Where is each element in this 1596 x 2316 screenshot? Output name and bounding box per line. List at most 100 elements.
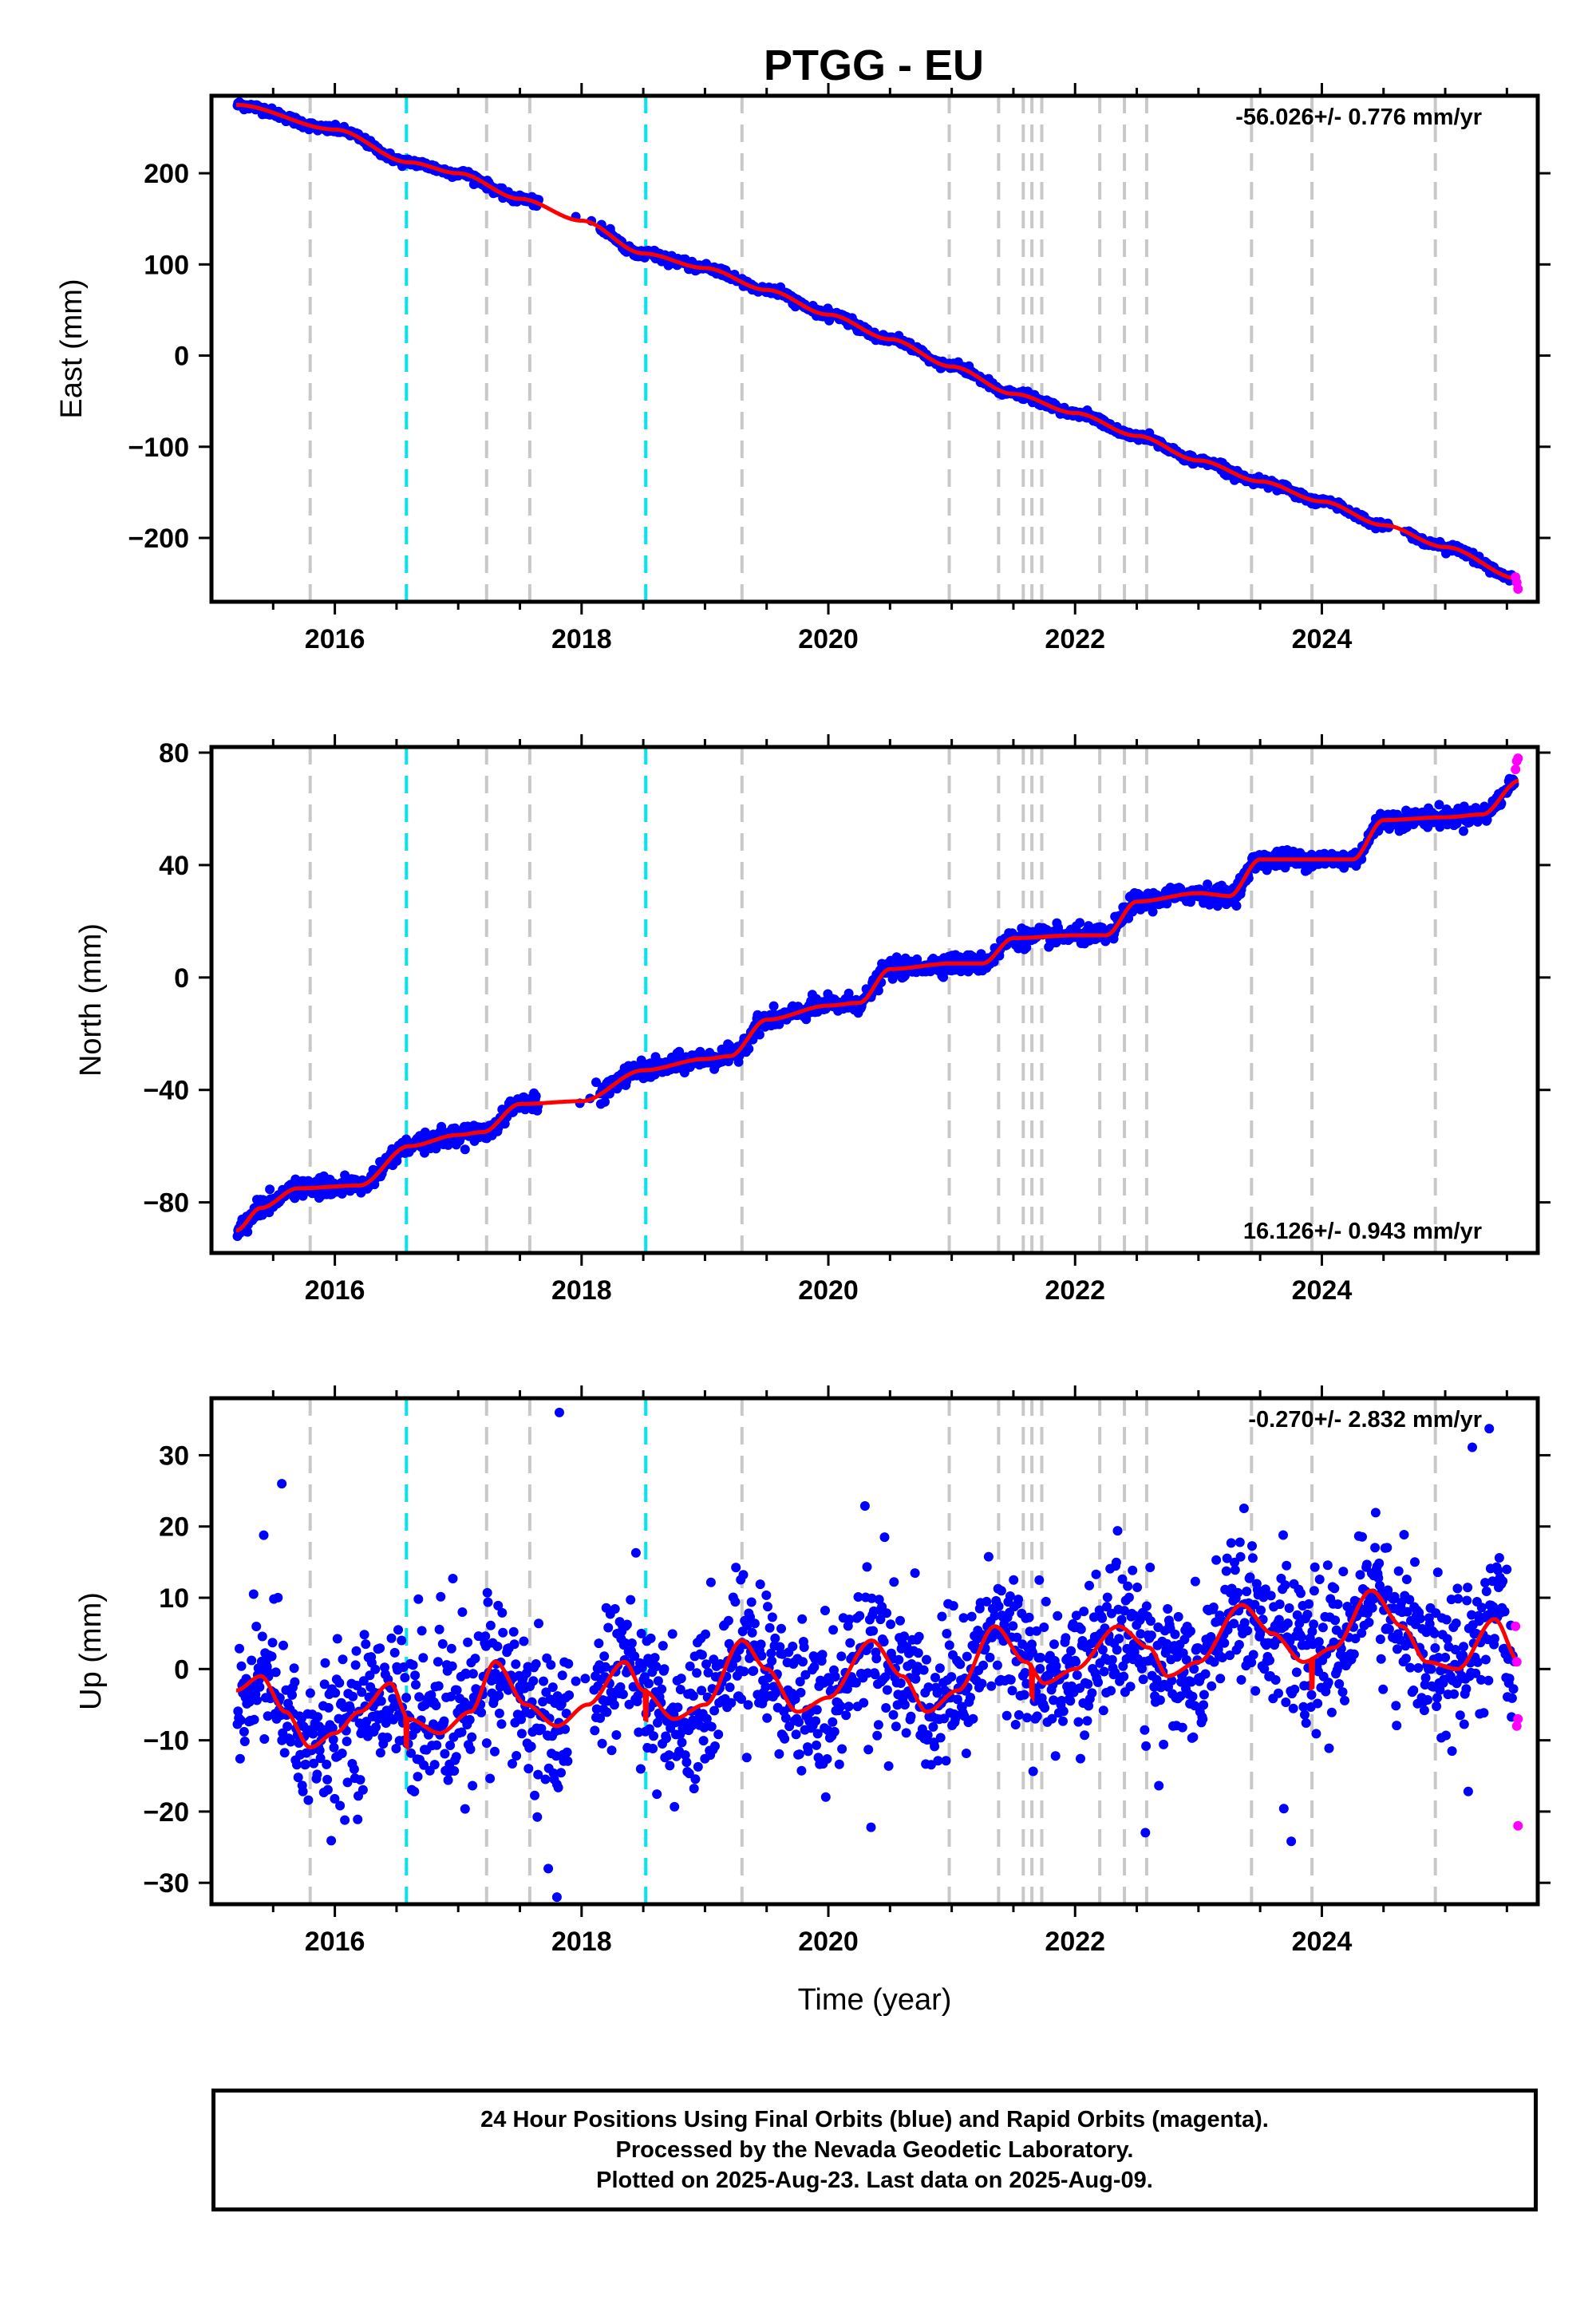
data-point <box>410 1670 421 1681</box>
data-point <box>767 1656 777 1666</box>
data-point <box>855 1611 865 1621</box>
data-point <box>754 1030 764 1040</box>
data-point <box>1076 1753 1085 1764</box>
data-point <box>899 1700 910 1710</box>
data-point <box>235 1715 246 1725</box>
x-tick-label: 2022 <box>1045 1275 1105 1306</box>
data-point <box>1040 1703 1050 1713</box>
y-tick-label: 0 <box>174 963 189 994</box>
data-point <box>937 1611 947 1622</box>
data-point <box>433 1657 443 1667</box>
data-point <box>809 1662 820 1672</box>
data-point <box>859 1697 869 1708</box>
data-point <box>1009 1575 1019 1585</box>
data-point <box>509 1639 519 1650</box>
data-point <box>492 1642 503 1651</box>
data-point <box>630 1547 641 1558</box>
data-point <box>1034 1575 1045 1585</box>
data-point <box>1041 1596 1051 1607</box>
x-tick-label: 2018 <box>551 1275 612 1306</box>
y-tick-label: −100 <box>128 433 189 463</box>
data-point <box>763 1602 772 1612</box>
data-point <box>871 1654 882 1664</box>
data-point <box>1072 1670 1082 1680</box>
data-point <box>530 1790 539 1800</box>
data-point <box>494 1690 504 1701</box>
data-point <box>879 1532 890 1543</box>
data-point <box>375 1748 385 1758</box>
data-point <box>359 1630 369 1640</box>
data-point <box>298 1786 308 1796</box>
data-point <box>335 1800 346 1811</box>
data-point <box>376 1696 386 1706</box>
data-point <box>1036 1653 1045 1662</box>
data-point <box>481 1738 492 1749</box>
data-point <box>618 1690 628 1699</box>
data-point <box>337 1749 347 1758</box>
data-point <box>353 1814 363 1824</box>
data-point <box>626 1638 637 1648</box>
data-point <box>983 1551 994 1562</box>
data-point <box>1049 1639 1059 1650</box>
data-point <box>497 1607 508 1618</box>
data-point <box>259 1530 269 1540</box>
data-point <box>342 1737 352 1746</box>
data-point <box>397 1635 407 1646</box>
data-point <box>432 1740 442 1750</box>
rapid-point <box>1511 765 1521 775</box>
data-point <box>761 1590 772 1600</box>
data-point <box>571 1676 581 1686</box>
data-point <box>409 1786 420 1796</box>
x-tick-label: 2020 <box>798 1275 859 1306</box>
data-point <box>658 1641 668 1651</box>
data-point <box>313 1712 323 1722</box>
data-point <box>460 1144 470 1155</box>
data-point <box>279 1748 290 1758</box>
data-point <box>468 1780 478 1791</box>
data-point <box>375 1643 385 1654</box>
final-orbit-points <box>232 97 1519 586</box>
data-point <box>329 1742 339 1753</box>
data-point <box>235 1643 244 1654</box>
data-point <box>460 1804 470 1814</box>
data-point <box>519 1636 529 1646</box>
data-point <box>985 1652 995 1662</box>
data-point <box>580 1674 591 1684</box>
data-point <box>547 1682 558 1693</box>
data-point <box>681 1757 692 1768</box>
data-point <box>690 1774 701 1784</box>
data-point <box>322 1774 333 1784</box>
data-point <box>901 1728 911 1738</box>
data-point <box>820 1606 830 1615</box>
data-point <box>340 1815 350 1825</box>
data-point <box>239 1737 250 1746</box>
data-point <box>322 1759 332 1769</box>
data-point <box>881 1703 891 1713</box>
data-point <box>323 1702 334 1713</box>
data-point <box>817 1650 828 1660</box>
data-point <box>446 1643 456 1654</box>
data-point <box>725 1682 735 1693</box>
data-point <box>776 1623 786 1634</box>
rapid-orbit-points <box>1511 753 1523 775</box>
data-point <box>564 1690 575 1701</box>
data-point <box>738 1570 749 1580</box>
data-point <box>1058 1716 1068 1726</box>
data-point <box>713 1729 724 1740</box>
data-point <box>393 1625 403 1635</box>
x-tick-label: 2016 <box>305 624 365 654</box>
data-point <box>697 1650 707 1660</box>
data-point <box>556 1768 566 1778</box>
data-point <box>657 1684 667 1694</box>
data-point <box>511 1659 521 1670</box>
east-panel: 2016 2018 2020 2022 2024−200−1000100200East … <box>55 83 1551 654</box>
data-point <box>480 1631 491 1642</box>
data-point <box>457 1607 468 1617</box>
data-point <box>841 1710 851 1721</box>
data-point <box>770 1633 780 1643</box>
data-point <box>330 1688 341 1698</box>
data-point <box>732 1653 742 1663</box>
data-point <box>978 1660 989 1670</box>
data-point <box>828 1625 839 1635</box>
data-point <box>1148 907 1158 917</box>
